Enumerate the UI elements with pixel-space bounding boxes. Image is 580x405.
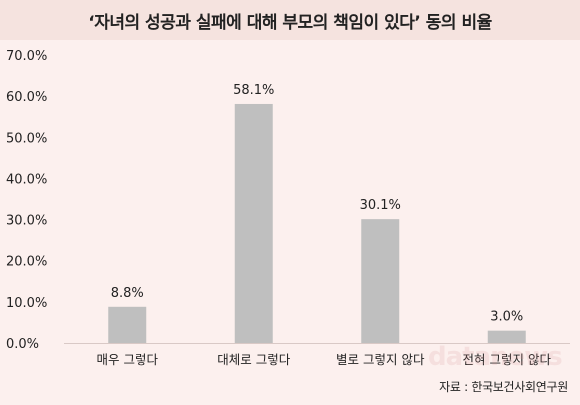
y-tick-label: 60.0%	[6, 90, 47, 105]
data-label: 30.1%	[360, 198, 401, 213]
y-tick-label: 70.0%	[6, 49, 47, 64]
x-tick-label: 대체로 그렇다	[217, 352, 290, 367]
bar	[234, 103, 273, 344]
data-label: 8.8%	[111, 286, 144, 301]
x-tick-label: 별로 그렇지 않다	[336, 352, 425, 367]
y-tick-label: 40.0%	[6, 172, 47, 187]
x-tick-label: 전혀 그렇지 않다	[463, 352, 552, 367]
y-tick-label: 50.0%	[6, 131, 47, 146]
y-tick-label: 20.0%	[6, 255, 47, 270]
bar	[361, 219, 400, 343]
data-label: 58.1%	[233, 83, 274, 98]
y-tick-label: 10.0%	[6, 296, 47, 311]
y-tick-label: 30.0%	[6, 214, 47, 229]
chart-title-bar: ‘자녀의 성공과 실패에 대해 부모의 책임이 있다’ 동의 비율	[0, 0, 580, 40]
data-label: 3.0%	[490, 310, 523, 325]
plot-background	[0, 40, 580, 405]
watermark-logo: datanews	[428, 342, 563, 372]
chart-title: ‘자녀의 성공과 실패에 대해 부모의 책임이 있다’ 동의 비율	[88, 12, 492, 33]
bar	[487, 330, 526, 343]
bar	[108, 306, 147, 343]
y-tick-label: 0.0%	[6, 337, 39, 352]
x-tick-label: 매우 그렇다	[97, 352, 159, 367]
source-note: 자료 : 한국보건사회연구원	[439, 380, 568, 394]
